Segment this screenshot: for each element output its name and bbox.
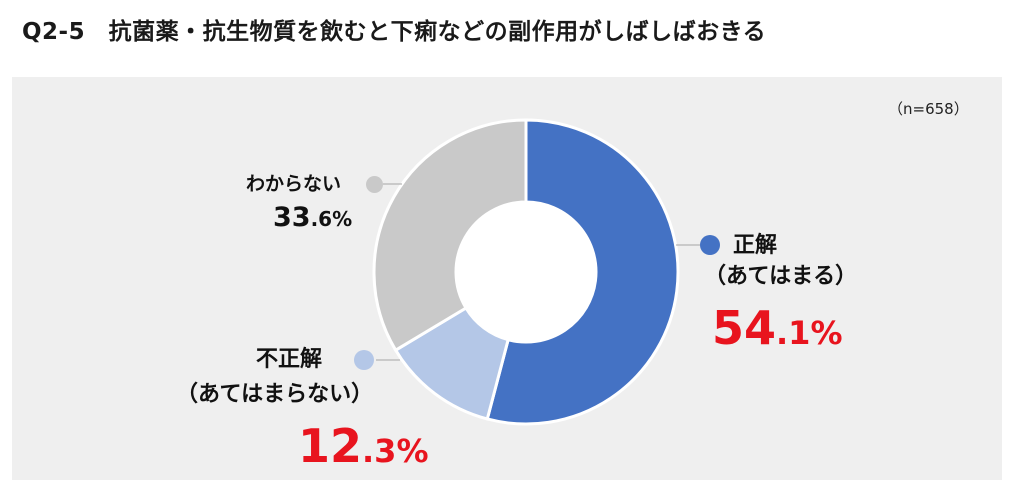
legend-dot-incorrect bbox=[354, 350, 374, 370]
slice-unknown bbox=[372, 118, 528, 353]
pct-unknown-dec: .6% bbox=[310, 207, 353, 231]
label-correct-line1: 正解 bbox=[733, 233, 778, 258]
label-incorrect-line1: 不正解 bbox=[256, 347, 323, 372]
chart-title: Q2-5 抗菌薬・抗生物質を飲むと下痢などの副作用がしばしばおきる bbox=[22, 19, 767, 45]
pct-unknown: 33.6% bbox=[273, 202, 352, 235]
label-unknown-line1: わからない bbox=[246, 173, 342, 195]
legend-dot-unknown bbox=[366, 176, 383, 193]
pct-incorrect-int: 12 bbox=[298, 419, 363, 473]
label-correct-line2: （あてはまる） bbox=[704, 264, 858, 289]
pct-correct: 54.1% bbox=[712, 302, 843, 359]
pct-correct-int: 54 bbox=[712, 301, 777, 355]
label-incorrect-line2: （あてはまらない） bbox=[176, 382, 374, 407]
legend-dot-correct bbox=[700, 235, 720, 255]
sample-size-note: （n=658） bbox=[888, 100, 969, 118]
pct-unknown-int: 33 bbox=[273, 202, 311, 233]
pct-incorrect-dec: .3% bbox=[362, 432, 429, 470]
pct-correct-dec: .1% bbox=[776, 314, 843, 352]
pct-incorrect: 12.3% bbox=[298, 420, 429, 477]
donut-hole bbox=[456, 202, 596, 342]
